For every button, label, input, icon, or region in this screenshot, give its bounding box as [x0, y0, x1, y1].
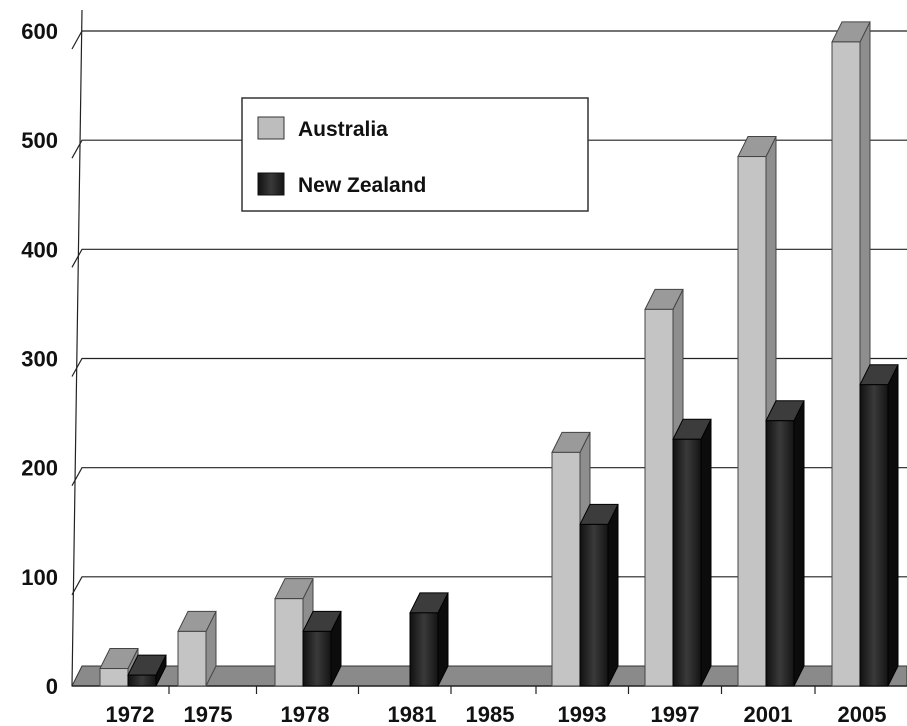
legend: Australia New Zealand: [241, 97, 589, 212]
gridline: [71, 357, 907, 377]
x-tick-label: 1993: [558, 702, 607, 726]
bar-new-zealand-1981: [409, 592, 449, 687]
y-axis-line: [71, 9, 83, 687]
bar-new-zealand-2001: [765, 400, 805, 687]
x-tick-label: 1997: [651, 702, 700, 726]
bar-australia-1975: [177, 610, 217, 687]
legend-box: [241, 97, 589, 212]
bars: [99, 21, 899, 687]
legend-label-australia: Australia: [298, 118, 388, 141]
x-tick-label: 2005: [838, 702, 887, 726]
y-tick-label: 400: [21, 237, 58, 262]
x-axis-ticks: 1972 1975 1978 1981 1985 1993 1997 2001 2005: [106, 686, 887, 726]
gridlines: [71, 9, 907, 687]
bar-new-zealand-2005: [859, 364, 899, 687]
y-tick-label: 600: [21, 19, 58, 44]
y-tick-label: 200: [21, 456, 58, 481]
y-tick-label: 0: [46, 674, 58, 699]
y-axis-ticks: 0 100 200 300 400 500 600: [21, 19, 58, 699]
bar-new-zealand-1993: [579, 503, 619, 687]
gridline: [71, 248, 907, 268]
bar-new-zealand-1978: [302, 610, 342, 687]
x-tick-label: 1975: [184, 702, 233, 726]
x-tick-label: 1978: [281, 702, 330, 726]
x-tick-label: 1981: [388, 702, 437, 726]
y-tick-label: 300: [21, 347, 58, 372]
legend-label-new-zealand: New Zealand: [298, 174, 426, 197]
x-tick-label: 1972: [106, 702, 155, 726]
bar-new-zealand-1997: [672, 418, 712, 687]
gridline: [71, 30, 907, 50]
legend-swatch-australia: [257, 116, 285, 140]
y-tick-label: 500: [21, 128, 58, 153]
legend-swatch-new-zealand: [257, 172, 285, 196]
y-tick-label: 100: [21, 565, 58, 590]
x-tick-label: 2001: [744, 702, 793, 726]
bar-australia-1978: [274, 578, 314, 687]
bar-new-zealand-1972: [127, 654, 167, 687]
gridline: [71, 139, 907, 159]
gridline: [71, 576, 907, 596]
x-tick-label: 1985: [466, 702, 515, 726]
